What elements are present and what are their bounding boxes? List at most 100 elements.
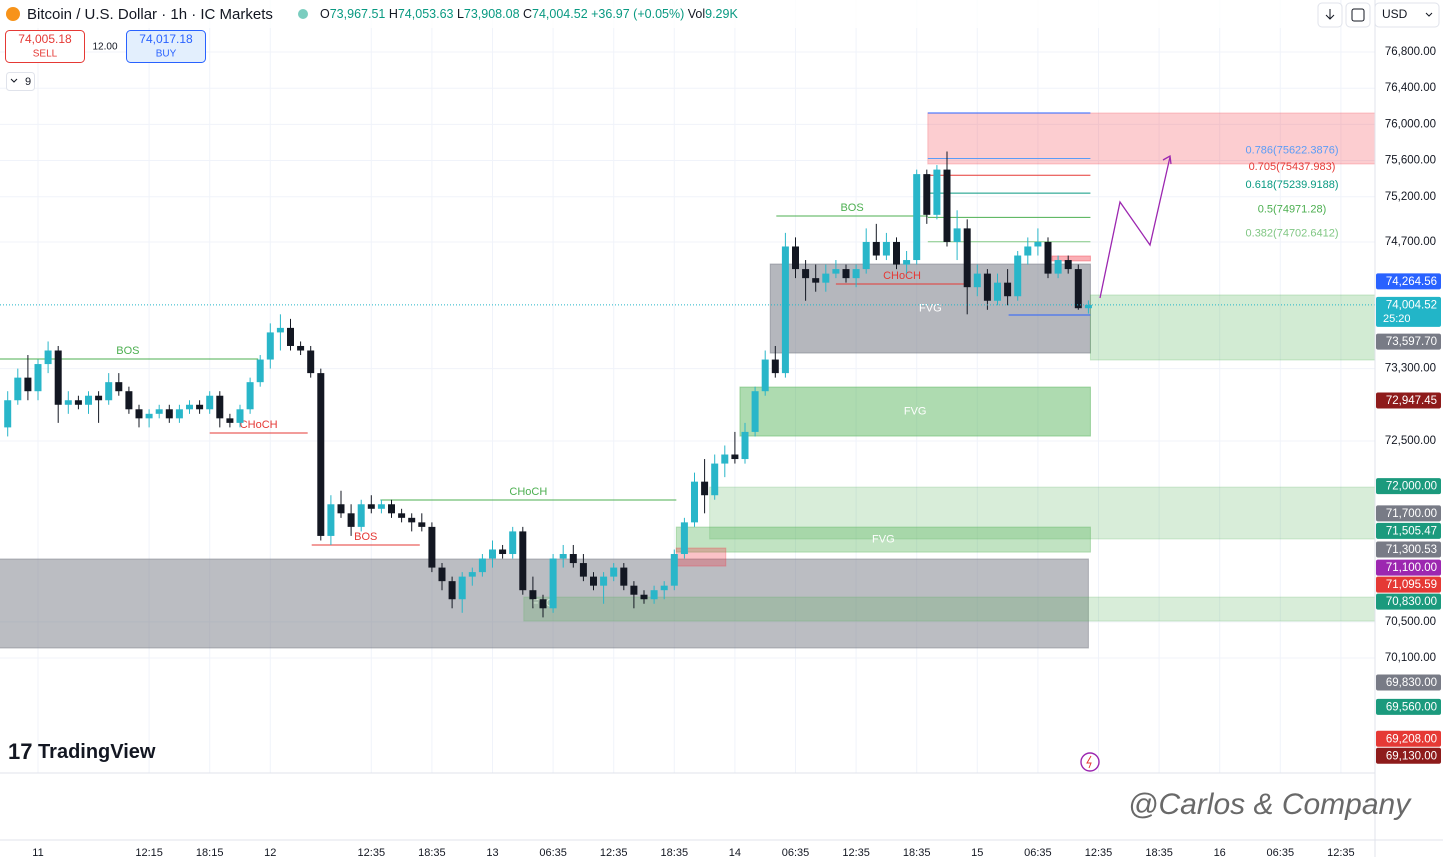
candle-body bbox=[691, 481, 698, 523]
download-icon bbox=[1325, 9, 1335, 20]
buy-label: BUY bbox=[156, 49, 177, 60]
candle-body bbox=[741, 431, 749, 460]
candle-body bbox=[186, 404, 193, 410]
candle-body bbox=[14, 377, 22, 401]
header-bg bbox=[0, 0, 1300, 28]
status-dot bbox=[298, 9, 308, 19]
candle-body bbox=[489, 549, 496, 559]
candle-body bbox=[44, 350, 52, 365]
candle-body bbox=[933, 169, 941, 215]
candle-body bbox=[115, 382, 123, 392]
candle-body bbox=[347, 513, 355, 527]
structure-label: BOS bbox=[116, 345, 139, 357]
price-badge-label: 74,004.52 bbox=[1386, 299, 1437, 311]
candle-body bbox=[822, 273, 830, 283]
candle-body bbox=[610, 567, 618, 577]
candle-body bbox=[256, 359, 264, 383]
x-tick-label: 06:35 bbox=[1024, 847, 1052, 857]
candle-body bbox=[337, 504, 345, 514]
candle-body bbox=[64, 400, 72, 405]
candle-body bbox=[781, 246, 789, 374]
candle-body bbox=[590, 576, 597, 586]
candle-body bbox=[135, 409, 143, 419]
price-badge-label: 69,830.00 bbox=[1386, 677, 1437, 689]
fullscreen-icon bbox=[1351, 8, 1365, 22]
sell-label: SELL bbox=[33, 49, 58, 60]
price-badge-label: 74,264.56 bbox=[1386, 276, 1437, 288]
sell-button[interactable] bbox=[5, 30, 85, 63]
indicators-toggle[interactable] bbox=[6, 72, 35, 91]
sell-price: 74,005.18 bbox=[18, 32, 72, 46]
price-badge bbox=[1376, 522, 1441, 539]
candle-body bbox=[165, 409, 173, 419]
candle-body bbox=[196, 404, 204, 410]
x-tick-label: 06:35 bbox=[1267, 847, 1295, 857]
fullscreen-button[interactable] bbox=[1345, 2, 1371, 28]
zone-label: FVG bbox=[904, 405, 927, 417]
zone-label: FVG bbox=[872, 533, 895, 545]
projection-arrowhead bbox=[1162, 154, 1172, 165]
fib-label: 0.5(74971.28) bbox=[1258, 203, 1327, 215]
price-badge-label: 71,100.00 bbox=[1386, 562, 1437, 574]
candle-body bbox=[680, 522, 688, 555]
x-tick-label: 12:15 bbox=[135, 847, 163, 857]
price-badge bbox=[1376, 541, 1441, 558]
candle-body bbox=[711, 463, 719, 496]
candle-body bbox=[529, 590, 537, 600]
candle-body bbox=[549, 558, 557, 609]
y-tick-label: 72,500.00 bbox=[1385, 435, 1436, 447]
candle-body bbox=[145, 413, 153, 419]
candle-body bbox=[519, 531, 527, 591]
x-tick-label: 18:35 bbox=[903, 847, 931, 857]
fib-label: 0.618(75239.9188) bbox=[1246, 179, 1339, 191]
price-badge bbox=[1376, 593, 1441, 610]
candle-body bbox=[499, 549, 507, 555]
symbol-title[interactable]: Bitcoin / U.S. Dollar · 1h · IC Markets bbox=[27, 6, 273, 23]
price-badge-label: 70,830.00 bbox=[1386, 596, 1437, 608]
tv-logo: 17 TradingView bbox=[8, 739, 156, 764]
price-badge-label: 71,300.53 bbox=[1386, 544, 1437, 556]
candle-body bbox=[1034, 241, 1042, 247]
ohlc-values: O73,967.51 H74,053.63 L73,908.08 C74,004… bbox=[320, 7, 738, 21]
candle-body bbox=[893, 241, 900, 265]
alert-icon[interactable] bbox=[1080, 752, 1100, 772]
candle-body bbox=[155, 409, 163, 414]
candle-body bbox=[1054, 260, 1062, 274]
candle-body bbox=[670, 554, 678, 586]
candle-body bbox=[327, 504, 335, 536]
buy-button[interactable] bbox=[126, 30, 206, 63]
projection-path bbox=[1099, 156, 1171, 299]
zone-label: FVG bbox=[919, 302, 942, 314]
candle-body bbox=[125, 391, 133, 410]
watermark: @Carlos & Company bbox=[1128, 788, 1412, 821]
candle-body bbox=[953, 228, 961, 242]
candle-body bbox=[34, 364, 42, 392]
price-badge bbox=[1376, 392, 1441, 409]
candle-body bbox=[539, 599, 547, 609]
candle-body bbox=[408, 517, 416, 523]
price-badge bbox=[1376, 730, 1441, 747]
price-badge-label: 69,560.00 bbox=[1386, 701, 1437, 713]
candle-body bbox=[640, 594, 648, 600]
candle-body bbox=[802, 269, 810, 279]
buy-price: 74,017.18 bbox=[139, 32, 193, 46]
x-tick-label: 12:35 bbox=[1327, 847, 1355, 857]
candle-body bbox=[660, 585, 668, 591]
candle-body bbox=[579, 563, 587, 577]
price-badge-label: 71,505.47 bbox=[1386, 525, 1437, 537]
candle-body bbox=[771, 359, 779, 374]
candle-body bbox=[438, 567, 446, 582]
currency-button[interactable] bbox=[1374, 2, 1440, 28]
candle-body bbox=[983, 273, 991, 301]
x-tick-label: 12:35 bbox=[600, 847, 628, 857]
candle-body bbox=[54, 350, 62, 405]
candle-body bbox=[973, 273, 981, 288]
candle-body bbox=[216, 395, 224, 419]
structure-label: CHoCH bbox=[240, 419, 278, 431]
x-tick-label: 18:35 bbox=[418, 847, 446, 857]
candle-body bbox=[701, 481, 709, 496]
price-badge-label: 71,095.59 bbox=[1386, 579, 1437, 591]
candle-body bbox=[1014, 255, 1022, 297]
y-tick-label: 75,600.00 bbox=[1385, 155, 1436, 167]
candle-body bbox=[1074, 269, 1082, 309]
